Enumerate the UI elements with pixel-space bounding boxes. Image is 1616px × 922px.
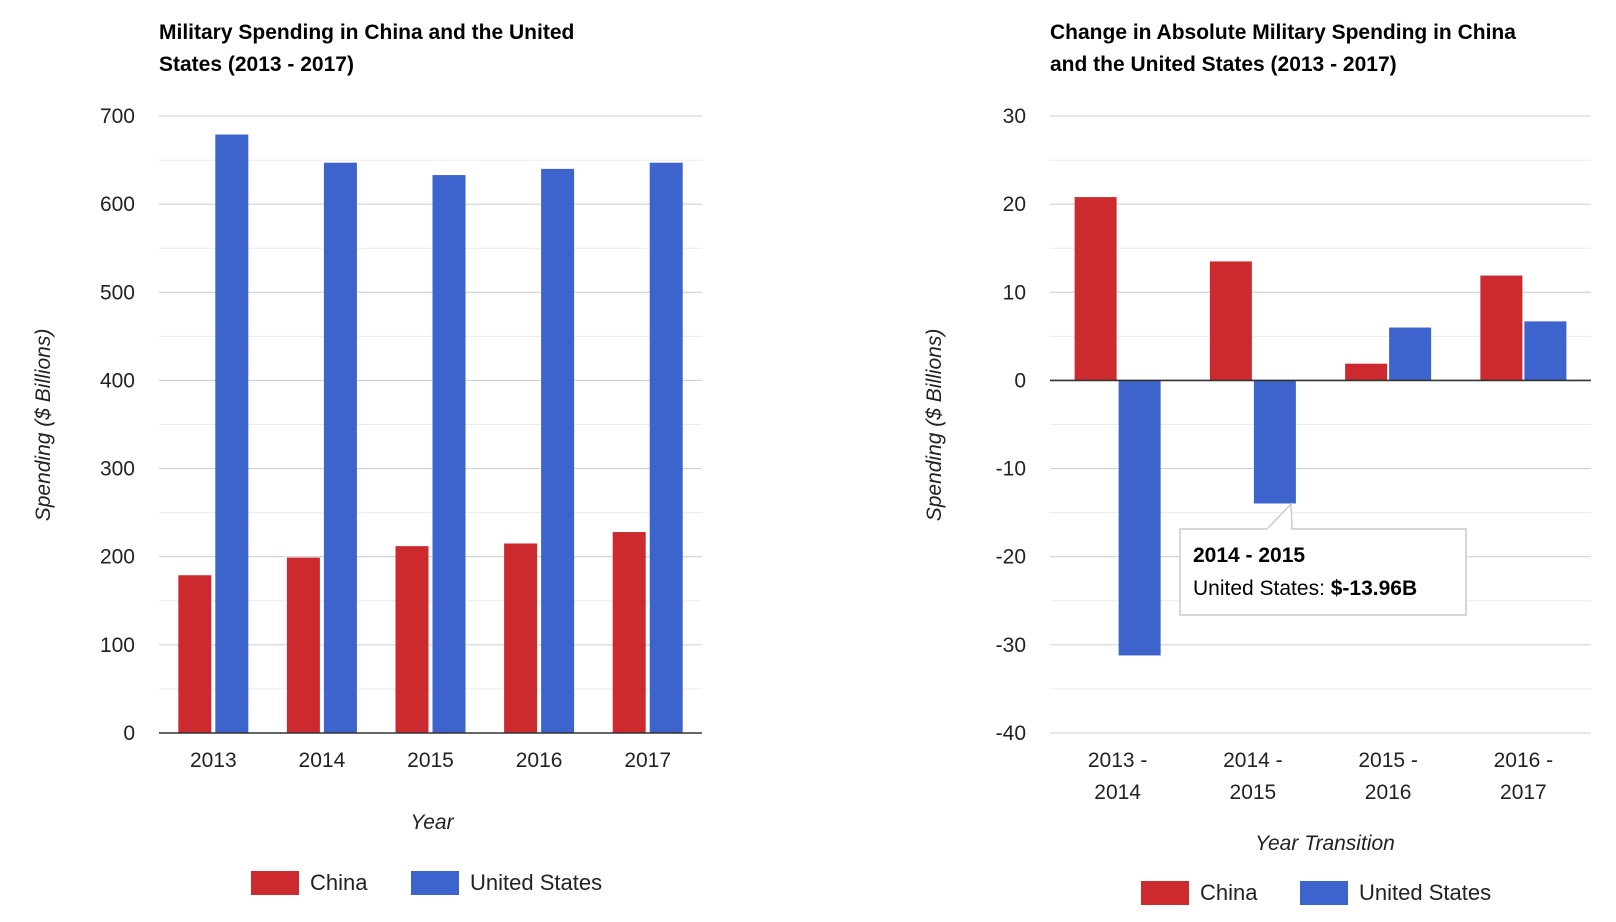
chart2-legend-swatch-china — [1141, 881, 1189, 905]
x-tick-label: 2014 - — [1223, 749, 1283, 772]
x-tick-label: 2014 — [1094, 781, 1141, 804]
bar-united-states[interactable] — [1253, 380, 1296, 504]
chart1-title-line1: Military Spending in China and the Unite… — [159, 21, 574, 44]
chart1-gridlines — [159, 115, 702, 734]
bar-united-states[interactable] — [323, 162, 357, 734]
bar-china[interactable] — [1345, 363, 1388, 381]
bar-united-states[interactable] — [1524, 321, 1567, 381]
x-tick-label: 2016 — [1365, 781, 1412, 804]
x-tick-label: 2013 — [190, 749, 237, 772]
tooltip-title: 2014 - 2015 — [1193, 544, 1305, 567]
y-tick-label: 200 — [100, 546, 135, 569]
x-tick-label: 2014 — [299, 749, 346, 772]
bar-united-states[interactable] — [649, 162, 683, 734]
bar-china[interactable] — [286, 557, 320, 733]
chart2-title-line1: Change in Absolute Military Spending in … — [1050, 21, 1516, 44]
bar-china[interactable] — [178, 575, 212, 733]
x-tick-label: 2017 — [1500, 781, 1547, 804]
y-tick-label: 30 — [1003, 105, 1026, 128]
spending-chart: Military Spending in China and the Unite… — [32, 21, 702, 895]
x-tick-label: 2015 — [407, 749, 454, 772]
x-tick-label: 2015 — [1230, 781, 1277, 804]
y-tick-label: 300 — [100, 458, 135, 481]
y-tick-label: -20 — [996, 546, 1026, 569]
y-tick-label: 600 — [100, 193, 135, 216]
y-tick-label: -40 — [996, 722, 1026, 745]
bar-china[interactable] — [504, 543, 538, 733]
chart1-y-axis-title: Spending ($ Billions) — [32, 329, 55, 522]
bar-china[interactable] — [612, 532, 646, 733]
chart2-legend-label-china: China — [1200, 880, 1258, 905]
y-tick-label: -30 — [996, 634, 1026, 657]
y-tick-label: 0 — [123, 722, 135, 745]
y-tick-label: 0 — [1014, 369, 1026, 392]
bar-united-states[interactable] — [432, 175, 466, 733]
bar-united-states[interactable] — [1118, 380, 1161, 656]
tooltip-label: United States: — [1193, 577, 1331, 600]
x-tick-label: 2013 - — [1088, 749, 1148, 772]
chart2-legend-label-united-states: United States — [1359, 880, 1491, 905]
hover-tooltip: 2014 - 2015 United States: $-13.96B — [1179, 502, 1467, 616]
bar-united-states[interactable] — [541, 168, 575, 733]
chart2-legend: China United States — [1141, 880, 1491, 905]
bar-united-states[interactable] — [215, 134, 249, 733]
bar-china[interactable] — [395, 546, 429, 733]
chart2-title-line2: and the United States (2013 - 2017) — [1050, 53, 1397, 76]
x-tick-label: 2016 — [516, 749, 563, 772]
tooltip-body: United States: $-13.96B — [1193, 577, 1417, 600]
y-tick-label: 20 — [1003, 193, 1026, 216]
tooltip-box — [1179, 502, 1467, 616]
chart2-bars — [1074, 197, 1567, 656]
y-tick-label: 10 — [1003, 281, 1026, 304]
chart1-legend-label-china: China — [310, 870, 368, 895]
chart1-legend-swatch-china — [251, 871, 299, 895]
bar-china[interactable] — [1480, 275, 1523, 381]
chart1-legend-label-united-states: United States — [470, 870, 602, 895]
chart1-axes: 0 100 200 300 400 500 600 700 2013 2014 2015 2016 20… — [100, 105, 702, 772]
chart2-x-axis-title: Year Transition — [1255, 832, 1395, 855]
spending-change-chart: Change in Absolute Military Spending in … — [923, 21, 1591, 905]
chart1-bars — [178, 134, 683, 734]
chart1-legend: China United States — [251, 870, 602, 895]
chart2-axes: -40 -30 -20 -10 0 10 20 30 2013 - 2014 2014 - 2015 2… — [996, 105, 1591, 804]
bar-china[interactable] — [1209, 261, 1252, 381]
x-tick-label: 2015 - — [1358, 749, 1418, 772]
tooltip-value: $-13.96B — [1331, 577, 1417, 600]
chart2-y-axis-title: Spending ($ Billions) — [923, 329, 946, 522]
chart2-legend-swatch-united-states — [1300, 881, 1348, 905]
chart1-legend-swatch-united-states — [411, 871, 459, 895]
y-tick-label: -10 — [996, 458, 1026, 481]
y-tick-label: 500 — [100, 281, 135, 304]
y-tick-label: 400 — [100, 369, 135, 392]
y-tick-label: 700 — [100, 105, 135, 128]
chart1-title-line2: States (2013 - 2017) — [159, 53, 354, 76]
bar-united-states[interactable] — [1389, 327, 1432, 381]
y-tick-label: 100 — [100, 634, 135, 657]
x-tick-label: 2017 — [624, 749, 671, 772]
x-tick-label: 2016 - — [1494, 749, 1554, 772]
bar-china[interactable] — [1074, 197, 1117, 381]
chart1-x-axis-title: Year — [410, 811, 454, 834]
